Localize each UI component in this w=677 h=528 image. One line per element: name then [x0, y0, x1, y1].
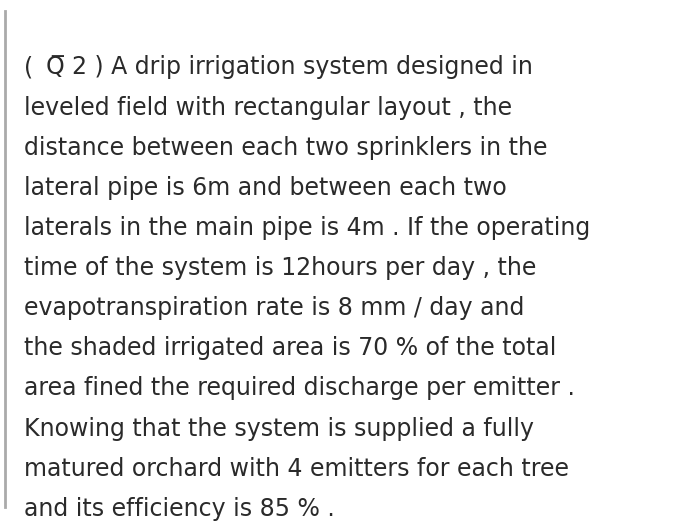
Text: laterals in the main pipe is 4m . If the operating: laterals in the main pipe is 4m . If the…: [24, 216, 590, 240]
Text: the shaded irrigated area is 70 % of the total: the shaded irrigated area is 70 % of the…: [24, 336, 556, 360]
Text: Knowing that the system is supplied a fully: Knowing that the system is supplied a fu…: [24, 417, 533, 440]
Text: matured orchard with 4 emitters for each tree: matured orchard with 4 emitters for each…: [24, 457, 569, 480]
Text: time of the system is 12hours per day , the: time of the system is 12hours per day , …: [24, 256, 536, 280]
Text: area fined the required discharge per emitter .: area fined the required discharge per em…: [24, 376, 575, 400]
Text: Q̅: Q̅: [45, 55, 64, 79]
Text: 2 ) A drip irrigation system designed in: 2 ) A drip irrigation system designed in: [72, 55, 533, 79]
Text: and its efficiency is 85 % .: and its efficiency is 85 % .: [24, 497, 334, 521]
Text: evapotranspiration rate is 8 mm / day and: evapotranspiration rate is 8 mm / day an…: [24, 296, 524, 320]
Text: leveled field with rectangular layout , the: leveled field with rectangular layout , …: [24, 96, 512, 119]
Text: (: (: [24, 55, 41, 79]
Text: lateral pipe is 6m and between each two: lateral pipe is 6m and between each two: [24, 176, 506, 200]
Text: distance between each two sprinklers in the: distance between each two sprinklers in …: [24, 136, 547, 159]
